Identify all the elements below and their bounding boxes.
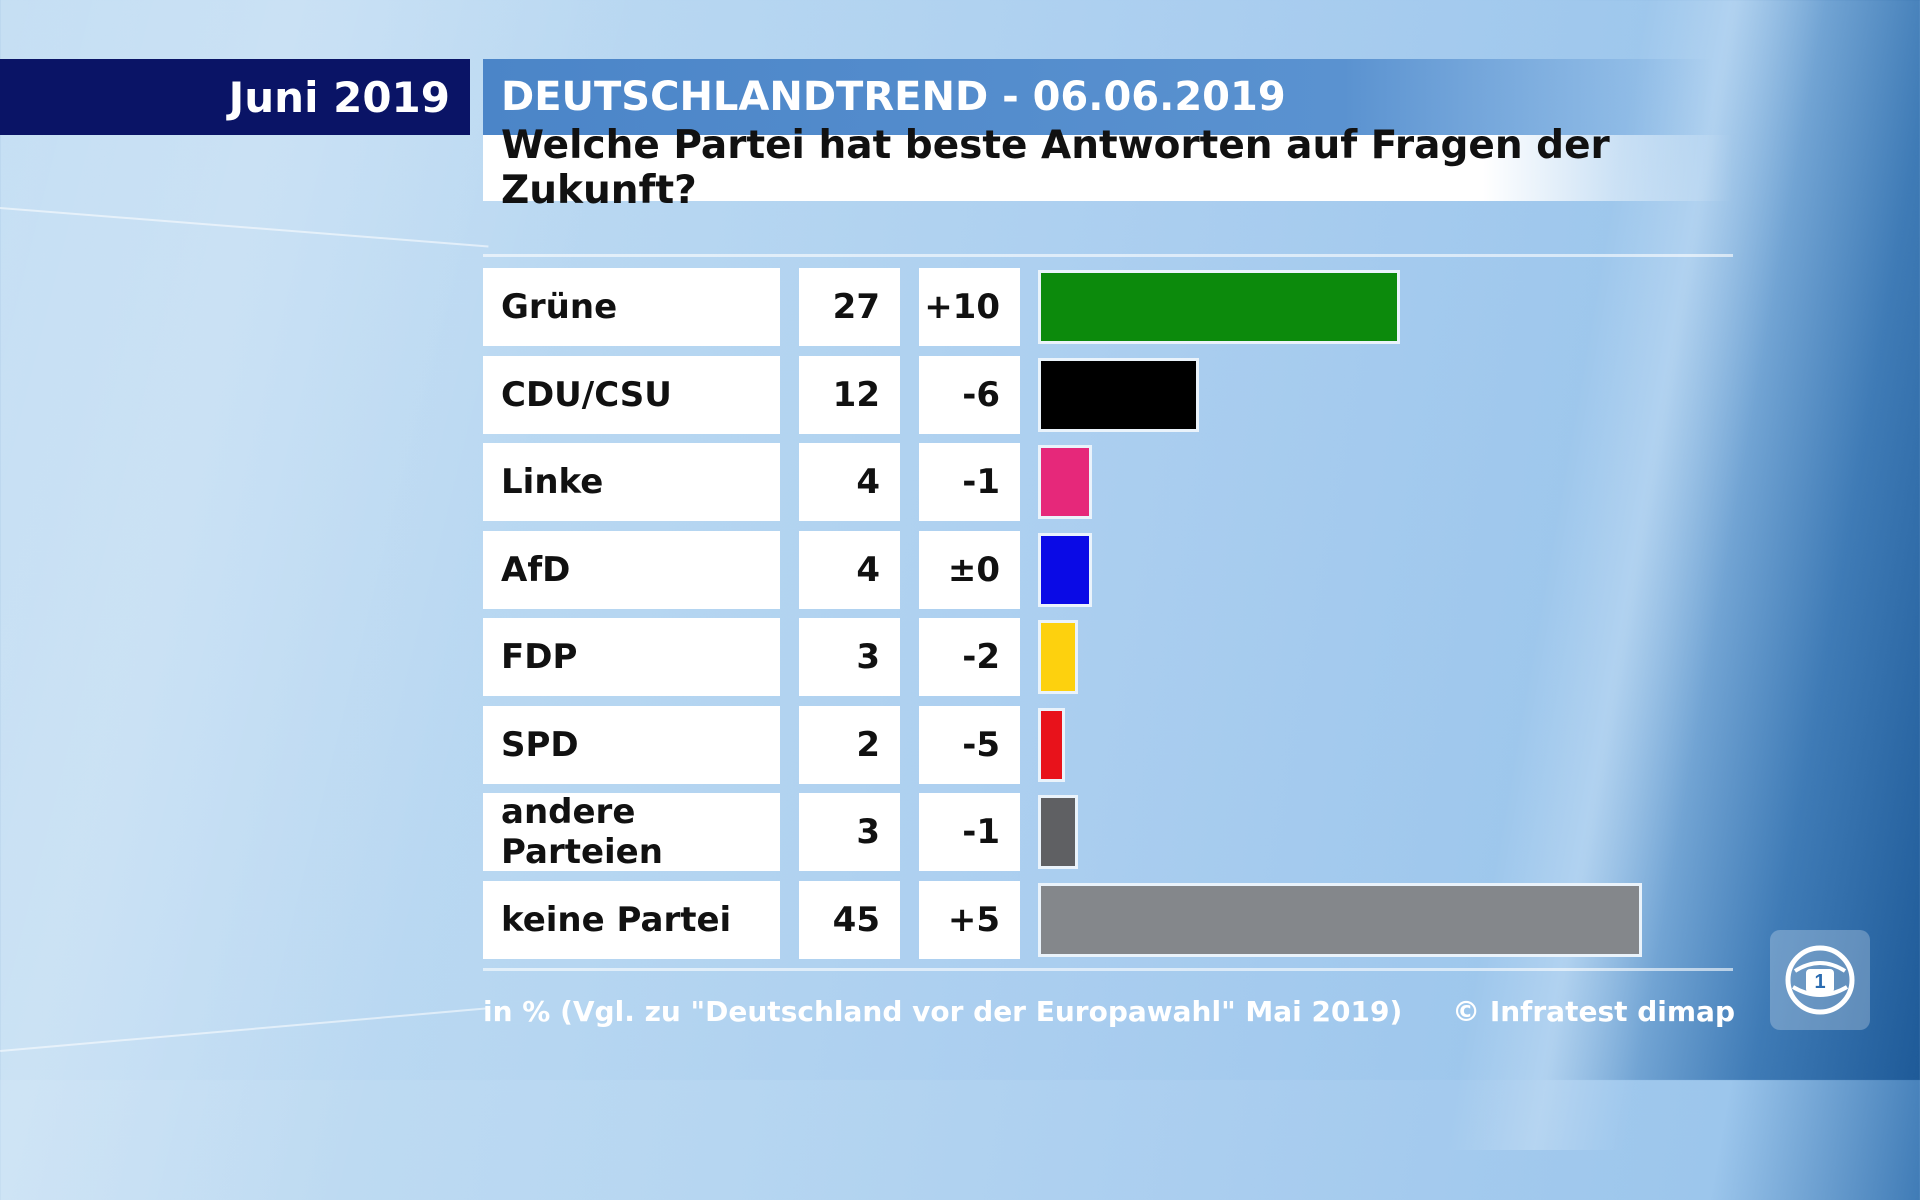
bar — [1038, 270, 1401, 344]
chart-row: andere Parteien 3 -1 — [0, 792, 1920, 872]
party-label: andere Parteien — [483, 792, 780, 872]
bar — [1038, 707, 1065, 782]
footer-note: in % (Vgl. zu "Deutschland vor der Europ… — [483, 995, 1403, 1028]
bar — [1038, 445, 1092, 519]
bar — [1038, 882, 1642, 957]
chart-row: keine Partei 45 +5 — [0, 880, 1920, 959]
party-label: FDP — [483, 618, 780, 696]
divider-top — [483, 254, 1733, 257]
data-label-change: +5 — [919, 880, 1020, 959]
data-label-change: -6 — [919, 355, 1020, 434]
date-label: Juni 2019 — [0, 59, 470, 135]
chart-row: SPD 2 -5 — [0, 705, 1920, 784]
chart-question: Welche Partei hat beste Antworten auf Fr… — [483, 123, 1733, 213]
party-label: CDU/CSU — [483, 355, 780, 434]
data-label-change: -2 — [919, 618, 1020, 696]
party-label: AfD — [483, 530, 780, 609]
data-label-value: 4 — [799, 530, 900, 609]
bar — [1038, 532, 1092, 607]
data-label-change: +10 — [919, 268, 1020, 346]
chart-row: Linke 4 -1 — [0, 443, 1920, 521]
party-label: Grüne — [483, 268, 780, 346]
ard-logo-icon: 1 — [1770, 930, 1870, 1030]
divider-bottom — [483, 968, 1733, 971]
party-label: SPD — [483, 705, 780, 784]
data-label-value: 3 — [799, 793, 900, 871]
data-label-change: -1 — [919, 443, 1020, 521]
bar — [1038, 357, 1199, 432]
chart-row: CDU/CSU 12 -6 — [0, 355, 1920, 434]
data-label-change: -1 — [919, 793, 1020, 871]
data-label-value: 12 — [799, 355, 900, 434]
footer-copyright: © Infratest dimap — [1452, 995, 1735, 1028]
party-label: Linke — [483, 443, 780, 521]
chart-row: AfD 4 ±0 — [0, 530, 1920, 609]
bar — [1038, 620, 1079, 694]
data-label-value: 2 — [799, 705, 900, 784]
data-label-change: ±0 — [919, 530, 1020, 609]
data-label-value: 45 — [799, 880, 900, 959]
data-label-value: 3 — [799, 618, 900, 696]
svg-text:1: 1 — [1814, 971, 1825, 993]
party-label: keine Partei — [483, 880, 780, 959]
chart-header-title: DEUTSCHLANDTREND - 06.06.2019 — [483, 59, 1713, 135]
chart-row: FDP 3 -2 — [0, 618, 1920, 696]
data-label-value: 4 — [799, 443, 900, 521]
bar — [1038, 795, 1079, 869]
chart-row: Grüne 27 +10 — [0, 268, 1920, 346]
data-label-change: -5 — [919, 705, 1020, 784]
data-label-value: 27 — [799, 268, 900, 346]
